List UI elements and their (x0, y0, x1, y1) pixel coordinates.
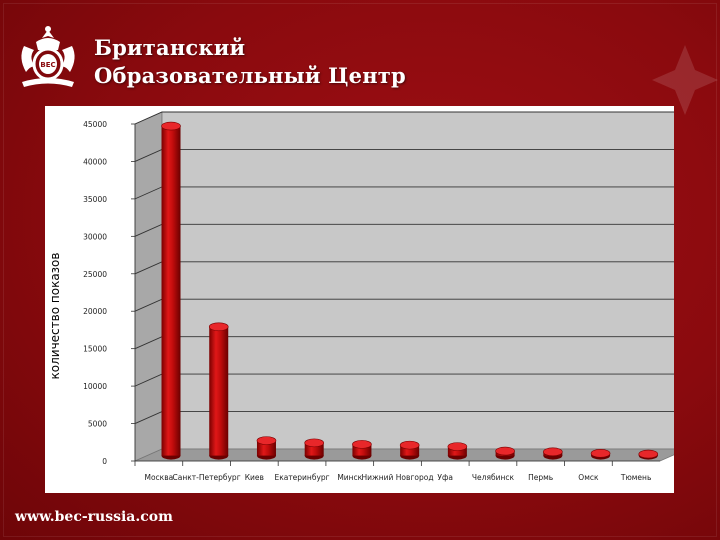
brand-line-1: Британский (94, 35, 246, 60)
bar-top (304, 438, 324, 448)
brand-line-2: Образовательный Центр (94, 63, 406, 88)
logo-text: BEC (40, 61, 55, 69)
x-tick-label: Уфа (437, 473, 453, 482)
y-tick-label: 35000 (83, 195, 107, 204)
gridline (134, 111, 674, 125)
bar-1 (208, 322, 229, 460)
x-tick-label: Омск (578, 473, 599, 482)
bar-7 (495, 446, 515, 460)
bar-6 (447, 442, 468, 460)
y-tick-label: 40000 (83, 157, 107, 166)
y-tick-label: 5000 (88, 420, 107, 429)
bar-body (352, 444, 372, 456)
bar-body (447, 446, 467, 456)
y-tick-label: 0 (102, 457, 107, 466)
bar-2 (256, 436, 277, 460)
back-wall (161, 111, 674, 450)
bar-10 (638, 449, 659, 460)
bar-3 (304, 438, 324, 460)
bar-top (256, 436, 277, 445)
chart-panel: 0 5000 10000 15000 20000 25000 30000 35000 40000… (45, 106, 674, 493)
x-tick-label: Киев (245, 473, 264, 482)
bar-body (161, 126, 181, 456)
x-tick-label: Екатеринбург (274, 473, 329, 482)
bar-top (352, 440, 372, 449)
x-tick-label: Минск (337, 473, 362, 482)
bar-0 (161, 121, 181, 460)
bar-4 (352, 440, 372, 460)
bar-top (399, 440, 420, 450)
bar-top (543, 447, 563, 457)
bar-9 (590, 449, 611, 460)
x-tick-label: Челябинск (472, 473, 515, 482)
y-tick-label: 15000 (83, 345, 107, 354)
footer-url: www.bec-russia.com (15, 509, 173, 525)
bar-chart: 0 5000 10000 15000 20000 25000 30000 35000 40000… (48, 111, 674, 482)
bar-top (590, 449, 611, 458)
y-tick-label: 30000 (83, 232, 107, 241)
bar-top (208, 322, 229, 332)
slide-frame (3, 3, 717, 537)
brand-title: Британский Образовательный Центр (94, 34, 406, 90)
decorative-cross-icon (652, 45, 718, 115)
bar-top (161, 121, 181, 131)
y-tick-label: 45000 (83, 120, 107, 129)
y-tick-label: 20000 (83, 307, 107, 316)
x-tick-label: Тюмень (620, 473, 652, 482)
bar-top (495, 446, 515, 456)
bar-body (400, 445, 420, 456)
y-tick-label: 25000 (83, 270, 107, 279)
bar-5 (399, 440, 420, 460)
x-tick-label: Москва (144, 473, 173, 482)
y-axis-label: количество показов (48, 253, 62, 380)
bar-top (447, 442, 468, 451)
bar-body (209, 326, 229, 456)
x-tick-label: Нижний Новгород (361, 473, 433, 482)
x-tick-label: Пермь (528, 473, 553, 482)
crest-logo-icon: BEC (21, 26, 75, 87)
bar-top (638, 449, 659, 459)
x-tick-label: Санкт-Петербург (173, 473, 241, 482)
side-wall (134, 111, 163, 462)
y-tick-label: 10000 (83, 382, 107, 391)
bar-8 (543, 447, 563, 460)
